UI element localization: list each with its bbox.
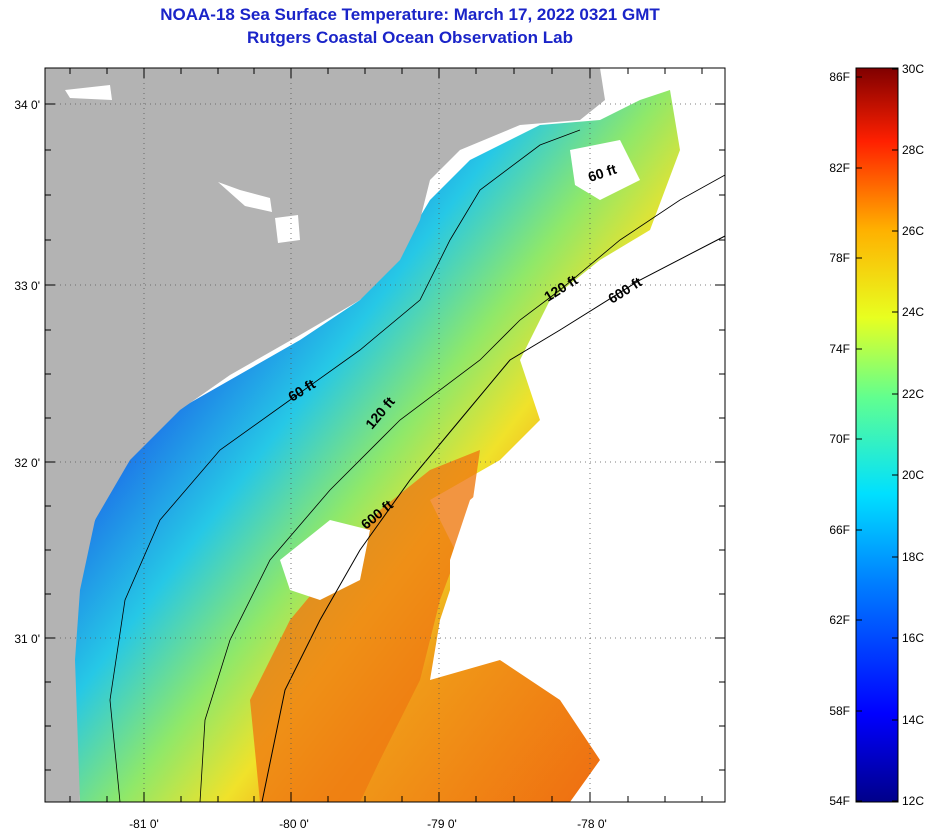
- cloud-patch: [450, 200, 725, 802]
- lake: [275, 215, 300, 243]
- x-tick-label: -80 0': [279, 817, 309, 831]
- colorbar-f-label: 58F: [829, 704, 850, 718]
- colorbar-f-label: 86F: [829, 70, 850, 84]
- colorbar-f-label: 82F: [829, 161, 850, 175]
- colorbar-c-label: 20C: [902, 468, 924, 482]
- x-tick-label: -81 0': [129, 817, 159, 831]
- colorbar-c-label: 30C: [902, 62, 924, 76]
- colorbar-c-label: 12C: [902, 794, 924, 808]
- cloud-patch: [280, 520, 370, 600]
- sst-field: [70, 90, 680, 802]
- cloud-patch: [570, 140, 640, 200]
- colorbar-f-label: 78F: [829, 251, 850, 265]
- lake: [218, 182, 272, 212]
- colorbar: [855, 67, 899, 803]
- graticule: [45, 68, 725, 802]
- y-tick-label: 33 0': [14, 279, 40, 293]
- colorbar-f-label: 54F: [829, 794, 850, 808]
- colorbar-f-label: 66F: [829, 523, 850, 537]
- x-tick-label: -78 0': [577, 817, 607, 831]
- y-tick-label: 34 0': [14, 98, 40, 112]
- colorbar-c-label: 24C: [902, 305, 924, 319]
- map-subtitle: Rutgers Coastal Ocean Observation Lab: [247, 28, 573, 47]
- colorbar-c-label: 26C: [902, 224, 924, 238]
- colorbar-f-label: 74F: [829, 342, 850, 356]
- lake: [65, 85, 112, 100]
- x-tick-label: -79 0': [427, 817, 457, 831]
- tick-marks: [45, 68, 725, 802]
- y-tick-label: 32 0': [14, 456, 40, 470]
- map-title: NOAA-18 Sea Surface Temperature: March 1…: [160, 5, 660, 24]
- land-area: [45, 68, 605, 802]
- warm-water-region: [250, 450, 480, 802]
- isobath-120ft: [199, 174, 725, 802]
- map-border: [44, 67, 726, 803]
- colorbar-c-label: 14C: [902, 713, 924, 727]
- colorbar-f-label: 70F: [829, 432, 850, 446]
- colorbar-c-label: 18C: [902, 550, 924, 564]
- colorbar-c-label: 16C: [902, 631, 924, 645]
- isobath-600ft: [261, 235, 725, 802]
- isobath-60ft: [109, 129, 581, 802]
- colorbar-c-label: 22C: [902, 387, 924, 401]
- colorbar-ticks: [856, 68, 898, 802]
- colorbar-c-label: 28C: [902, 143, 924, 157]
- y-tick-label: 31 0': [14, 632, 40, 646]
- colorbar-f-label: 62F: [829, 613, 850, 627]
